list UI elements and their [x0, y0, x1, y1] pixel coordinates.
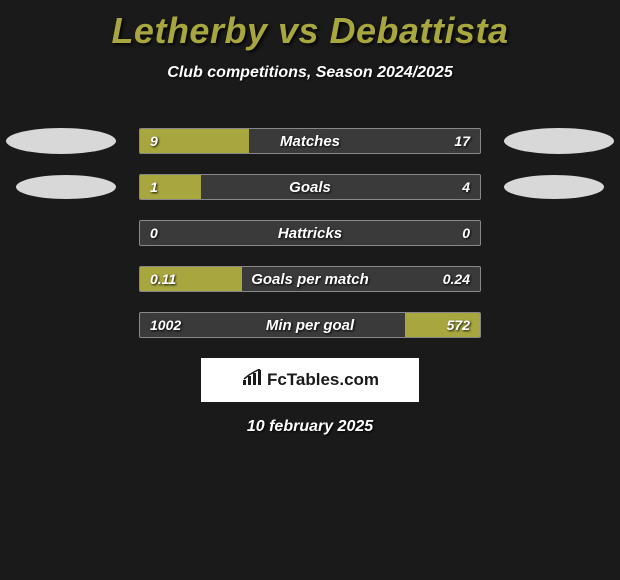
- source-logo[interactable]: FcTables.com: [201, 358, 419, 402]
- date-text: 10 february 2025: [0, 418, 620, 436]
- stat-value-left: 1: [150, 175, 158, 199]
- stat-bar-track: 0 Hattricks 0: [139, 220, 481, 246]
- stat-row: 1002 Min per goal 572: [0, 302, 620, 348]
- stat-value-left: 0.11: [150, 267, 176, 291]
- stat-bar-track: 0.11 Goals per match 0.24: [139, 266, 481, 292]
- bar-chart-icon: [241, 369, 263, 392]
- stat-value-right: 17: [454, 129, 470, 153]
- stat-value-right: 572: [447, 313, 470, 337]
- stat-value-left: 1002: [150, 313, 181, 337]
- stat-row: 0 Hattricks 0: [0, 210, 620, 256]
- stat-value-right: 4: [462, 175, 470, 199]
- comparison-card: Letherby vs Debattista Club competitions…: [0, 0, 620, 436]
- stat-value-right: 0.24: [443, 267, 470, 291]
- stat-value-right: 0: [462, 221, 470, 245]
- stat-value-left: 9: [150, 129, 158, 153]
- player-badge-left: [6, 128, 116, 154]
- source-logo-text: FcTables.com: [241, 369, 379, 392]
- player-badge-left: [16, 175, 116, 199]
- stats-chart: 9 Matches 17 1 Goals 4 0 Hattricks: [0, 118, 620, 348]
- stat-bar-track: 1002 Min per goal 572: [139, 312, 481, 338]
- stat-label: Hattricks: [140, 221, 480, 245]
- page-title: Letherby vs Debattista: [0, 10, 620, 52]
- stat-row: 9 Matches 17: [0, 118, 620, 164]
- stat-row: 0.11 Goals per match 0.24: [0, 256, 620, 302]
- stat-value-left: 0: [150, 221, 158, 245]
- player-badge-right: [504, 128, 614, 154]
- stat-bar-track: 1 Goals 4: [139, 174, 481, 200]
- subtitle: Club competitions, Season 2024/2025: [0, 64, 620, 82]
- stat-bar-track: 9 Matches 17: [139, 128, 481, 154]
- player-badge-right: [504, 175, 604, 199]
- stat-row: 1 Goals 4: [0, 164, 620, 210]
- source-logo-label: FcTables.com: [267, 370, 379, 390]
